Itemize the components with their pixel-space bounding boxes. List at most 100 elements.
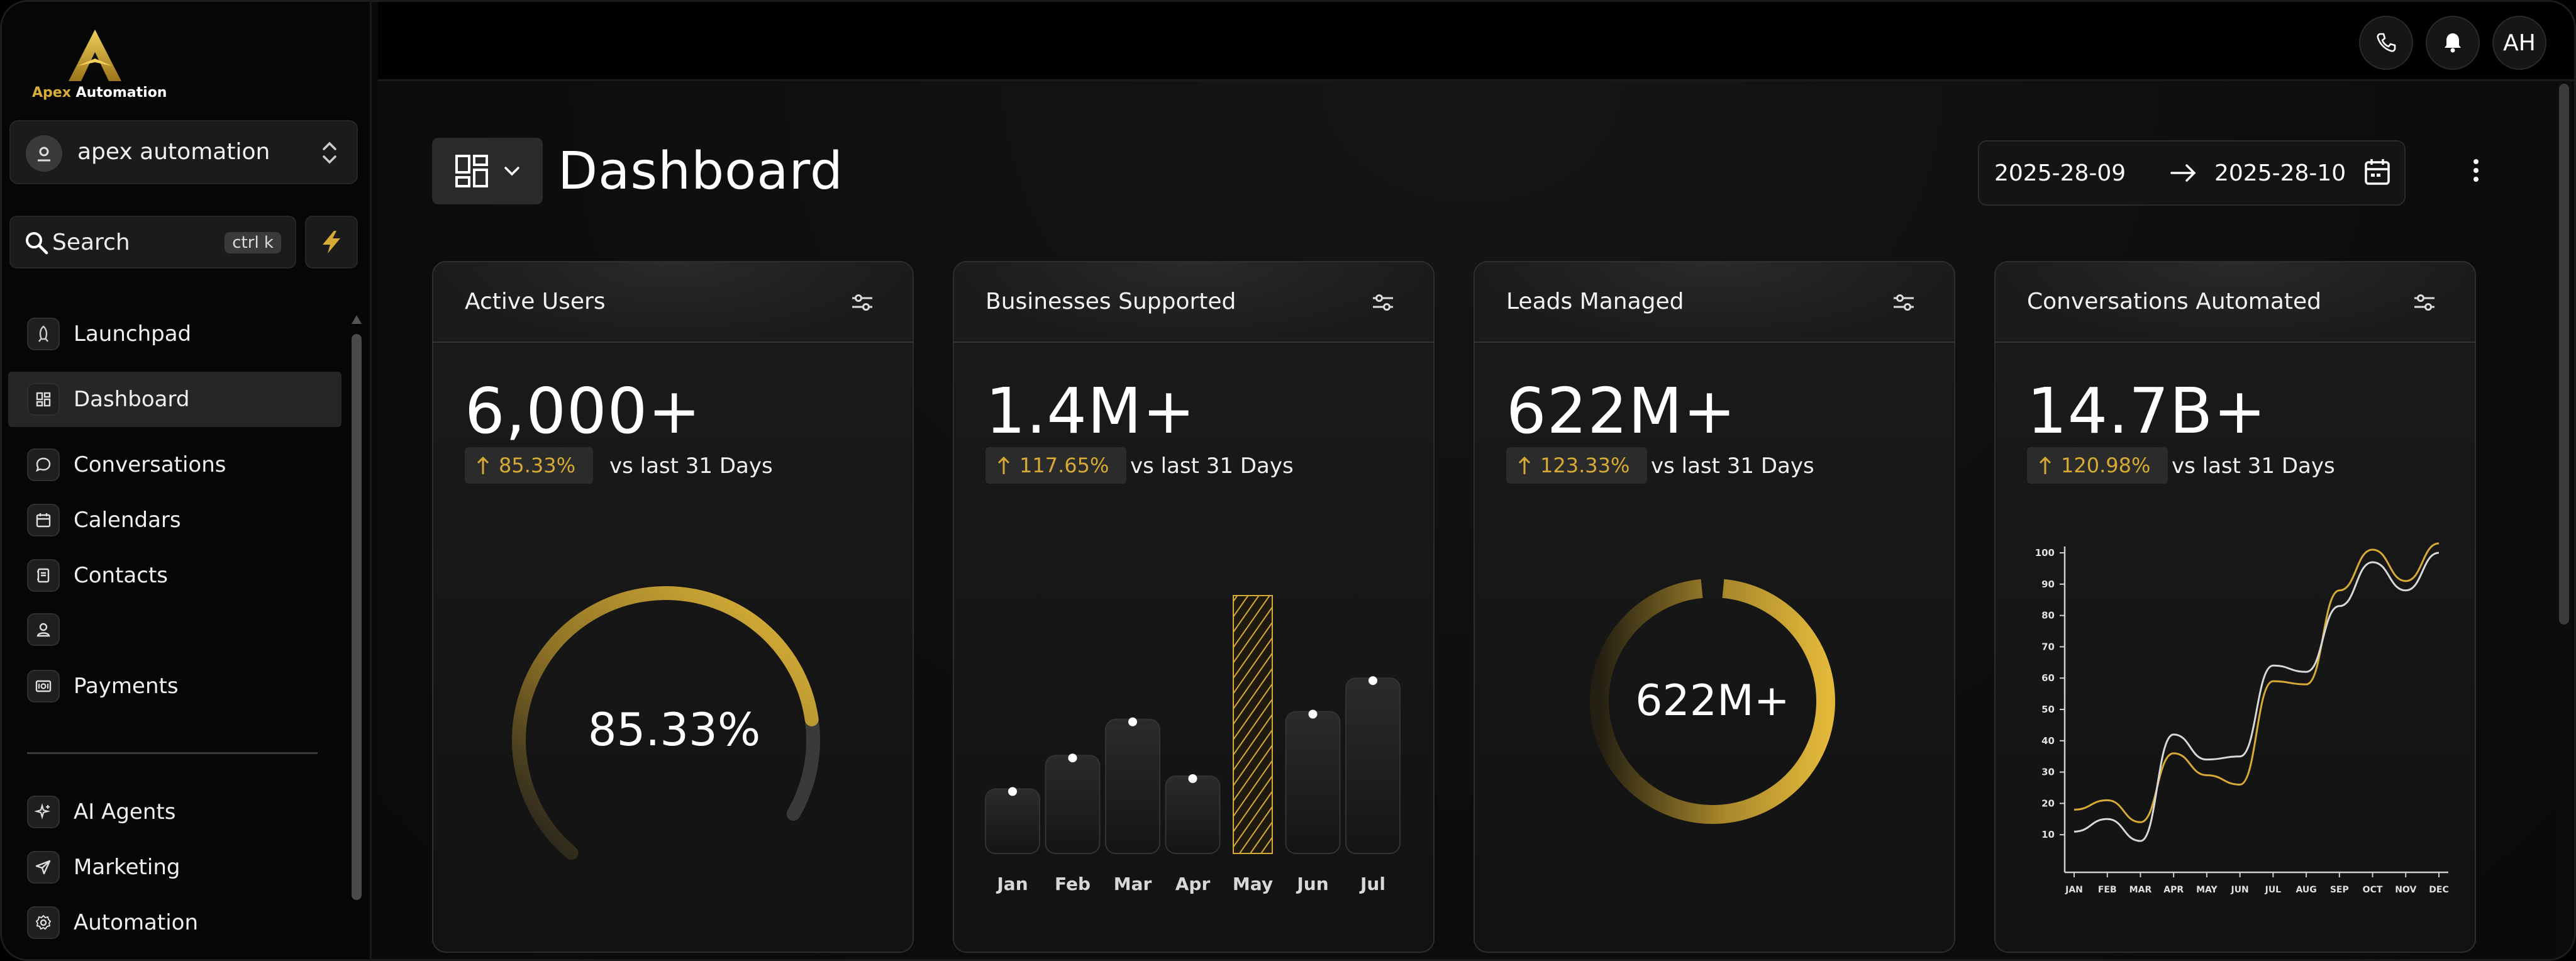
change-badge: 123.33% [1506, 447, 1648, 484]
line-chart: 10 20 30 40 50 60 70 80 90 100 JAN FEB MAR APR MAY JUN J… [2035, 542, 2449, 895]
nav-label: Marketing [74, 855, 180, 880]
nav-item-contacts[interactable]: Contacts [8, 548, 341, 603]
arrow-up-icon [1518, 456, 1531, 474]
apex-logo-icon [69, 30, 121, 81]
filter-sliders-icon[interactable] [1370, 290, 1396, 315]
change-value: 123.33% [1540, 453, 1630, 477]
x-tick-label: Apr [1175, 874, 1211, 894]
nav-item-user[interactable] [8, 602, 341, 657]
x-tick-label: Jun [1296, 874, 1328, 894]
x-tick-label: JUN [2230, 885, 2248, 895]
change-value: 117.65% [1019, 453, 1109, 477]
dashboard-icon [27, 383, 60, 416]
bar-point [1188, 774, 1197, 783]
gauge-track [786, 709, 820, 821]
bar[interactable] [1105, 718, 1160, 854]
gauge-label: 85.33% [588, 703, 761, 756]
nav-item-conversations[interactable]: Conversations [8, 437, 341, 492]
nav-item-dashboard[interactable]: Dashboard [8, 372, 341, 427]
bar-point [1128, 717, 1137, 726]
main-scrollbar[interactable] [2559, 84, 2569, 625]
rocket-icon [27, 318, 60, 350]
notifications-button[interactable] [2426, 16, 2480, 70]
bar[interactable] [1345, 677, 1401, 854]
nav-item-calendars[interactable]: Calendars [8, 492, 341, 548]
metric-value: 622M+ [1506, 374, 1736, 448]
sidebar-divider [27, 752, 318, 754]
contact-book-icon [27, 559, 60, 592]
send-icon [27, 851, 60, 884]
date-end: 2025-28-10 [2214, 160, 2346, 186]
x-tick-label: Jan [996, 874, 1028, 894]
nav-item-ai-agents[interactable]: AI Agents [8, 784, 341, 840]
metric-value: 14.7B+ [2027, 374, 2267, 448]
change-badge: 85.33% [465, 447, 594, 484]
phone-button[interactable] [2359, 16, 2413, 70]
card-active-users: Active Users 6,000+ 85.33% vs last 31 Da… [432, 261, 914, 953]
dashboard-layout-icon [455, 155, 488, 187]
filter-sliders-icon[interactable] [850, 290, 875, 315]
change-badge: 120.98% [2027, 447, 2168, 484]
y-tick-label: 60 [2041, 672, 2055, 684]
bar[interactable] [1045, 755, 1101, 855]
bar[interactable] [1165, 775, 1221, 854]
date-start: 2025-28-09 [1994, 160, 2126, 186]
user-avatar[interactable]: AH [2492, 16, 2546, 70]
filter-sliders-icon[interactable] [1891, 290, 1916, 315]
card-title: Businesses Supported [985, 289, 1236, 314]
card-conversations-automated: Conversations Automated 14.7B+ 120.98% v… [1994, 261, 2476, 953]
nav-label: Launchpad [74, 321, 192, 347]
nav-label: Conversations [74, 452, 226, 477]
x-tick-label: FEB [2098, 885, 2117, 895]
bar-chart: Jan Feb Mar Apr May Jun Jul [985, 595, 1401, 894]
x-tick-label: DEC [2429, 885, 2448, 895]
y-tick-label: 40 [2041, 735, 2055, 747]
nav-item-payments[interactable]: Payments [8, 658, 341, 714]
y-tick-label: 50 [2041, 704, 2055, 715]
card-header: Businesses Supported [954, 262, 1433, 343]
x-tick-label: NOV [2395, 885, 2416, 895]
nav-item-automation[interactable]: Automation [8, 895, 341, 950]
gauge-chart: 85.33% [512, 586, 820, 860]
dashboard-view-switcher[interactable] [432, 138, 543, 204]
date-range-picker[interactable]: 2025-28-09 2025-28-10 [1978, 140, 2406, 206]
donut-chart: 622M+ [1590, 579, 1835, 824]
search-icon [26, 232, 48, 255]
calendar-icon [2365, 159, 2390, 185]
y-tick-label: 30 [2041, 767, 2055, 778]
filter-sliders-icon[interactable] [2412, 290, 2437, 315]
search-shortcut-badge: ctrl k [225, 232, 281, 253]
nav-item-marketing[interactable]: Marketing [8, 840, 341, 895]
bar-point [1308, 709, 1318, 719]
y-tick-label: 20 [2041, 797, 2055, 809]
series-line-gold [2074, 542, 2440, 823]
nav-label: Contacts [74, 563, 168, 588]
bar-point [1368, 676, 1377, 686]
chevron-updown-icon [323, 142, 336, 164]
quick-actions-button[interactable] [305, 216, 358, 269]
bar-highlight[interactable] [1233, 595, 1273, 854]
brand-name: Apex Automation [32, 85, 167, 101]
search-box[interactable]: Search ctrl k [9, 216, 296, 269]
workspace-switcher[interactable]: apex automation [9, 120, 358, 184]
x-tick-label: APR [2163, 885, 2184, 895]
arrow-up-icon [477, 456, 489, 474]
brand-logo[interactable]: Apex Automation [32, 27, 167, 104]
bar[interactable] [1285, 711, 1341, 854]
metric-value: 1.4M+ [985, 374, 1196, 448]
comparison-text: vs last 31 Days [2172, 453, 2335, 479]
sidebar-scroll-up[interactable] [352, 315, 362, 324]
x-tick-label: May [1233, 874, 1273, 894]
bar[interactable] [985, 788, 1040, 854]
card-header: Active Users [433, 262, 913, 343]
comparison-text: vs last 31 Days [609, 453, 773, 479]
more-options-icon[interactable] [2463, 150, 2489, 191]
x-tick-label: Feb [1055, 874, 1091, 894]
sparkles-icon [27, 796, 60, 828]
chat-bubble-icon [27, 448, 60, 481]
y-tick-label: 90 [2041, 579, 2055, 590]
nav-item-launchpad[interactable]: Launchpad [8, 306, 341, 362]
arrow-up-icon [2039, 456, 2051, 474]
x-tick-label: AUG [2296, 885, 2316, 895]
sidebar-scrollbar[interactable] [352, 334, 362, 900]
